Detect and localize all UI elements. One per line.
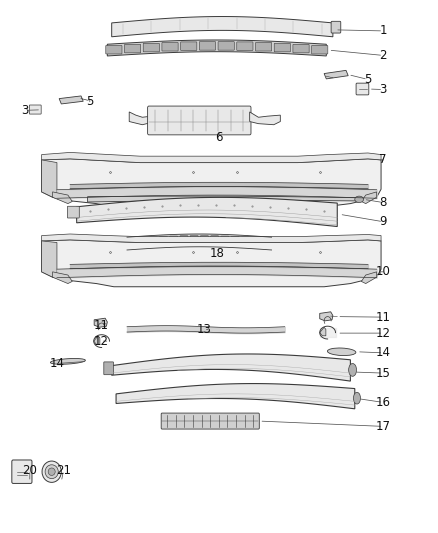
FancyBboxPatch shape: [262, 238, 270, 248]
FancyBboxPatch shape: [180, 42, 197, 51]
Text: 11: 11: [376, 311, 391, 324]
Text: 17: 17: [376, 420, 391, 433]
Text: 18: 18: [209, 247, 224, 260]
FancyBboxPatch shape: [149, 237, 157, 247]
FancyBboxPatch shape: [67, 206, 79, 218]
Text: 21: 21: [56, 464, 71, 477]
Polygon shape: [42, 240, 381, 287]
FancyBboxPatch shape: [162, 43, 178, 51]
Text: 6: 6: [215, 131, 223, 144]
Text: 9: 9: [379, 215, 387, 228]
FancyBboxPatch shape: [255, 43, 272, 51]
Polygon shape: [77, 197, 337, 227]
FancyBboxPatch shape: [180, 236, 188, 245]
Text: 13: 13: [196, 323, 211, 336]
FancyBboxPatch shape: [311, 45, 328, 54]
FancyBboxPatch shape: [274, 43, 290, 52]
Polygon shape: [250, 112, 280, 125]
Polygon shape: [112, 17, 333, 37]
Text: 8: 8: [380, 196, 387, 209]
Ellipse shape: [353, 392, 360, 404]
Text: 3: 3: [21, 104, 28, 117]
Text: 20: 20: [22, 464, 37, 477]
Polygon shape: [129, 112, 151, 125]
FancyBboxPatch shape: [159, 237, 167, 246]
Text: 7: 7: [379, 154, 387, 166]
FancyBboxPatch shape: [221, 236, 229, 246]
Text: 12: 12: [93, 335, 108, 348]
Ellipse shape: [349, 364, 357, 376]
Ellipse shape: [50, 359, 85, 364]
Polygon shape: [116, 384, 355, 409]
FancyBboxPatch shape: [218, 42, 234, 50]
FancyBboxPatch shape: [124, 44, 141, 53]
Text: 14: 14: [376, 346, 391, 359]
Polygon shape: [94, 318, 107, 327]
Polygon shape: [42, 159, 381, 207]
Polygon shape: [42, 160, 57, 197]
FancyBboxPatch shape: [356, 83, 369, 95]
Text: 5: 5: [364, 73, 371, 86]
FancyBboxPatch shape: [139, 238, 147, 247]
Text: 5: 5: [86, 95, 93, 108]
Polygon shape: [112, 354, 350, 381]
FancyBboxPatch shape: [170, 236, 178, 246]
FancyBboxPatch shape: [293, 44, 309, 53]
FancyBboxPatch shape: [143, 43, 159, 52]
FancyBboxPatch shape: [106, 45, 122, 54]
Ellipse shape: [48, 468, 55, 475]
FancyBboxPatch shape: [237, 42, 253, 51]
FancyBboxPatch shape: [231, 237, 239, 246]
FancyBboxPatch shape: [104, 362, 113, 375]
Polygon shape: [107, 40, 326, 56]
Polygon shape: [53, 272, 72, 284]
Polygon shape: [320, 312, 333, 321]
FancyBboxPatch shape: [211, 236, 219, 245]
FancyBboxPatch shape: [190, 236, 198, 245]
Polygon shape: [42, 152, 381, 163]
Polygon shape: [320, 327, 326, 336]
Ellipse shape: [42, 461, 61, 482]
FancyBboxPatch shape: [201, 236, 208, 245]
Text: 1: 1: [379, 25, 387, 37]
Text: 11: 11: [93, 319, 108, 332]
FancyBboxPatch shape: [331, 21, 341, 33]
FancyBboxPatch shape: [199, 42, 215, 50]
Text: 16: 16: [376, 396, 391, 409]
Text: 2: 2: [379, 49, 387, 62]
Text: 15: 15: [376, 367, 391, 379]
FancyBboxPatch shape: [148, 106, 251, 135]
Polygon shape: [42, 241, 57, 277]
Polygon shape: [361, 192, 377, 204]
FancyBboxPatch shape: [241, 237, 249, 247]
Text: 12: 12: [376, 327, 391, 340]
Polygon shape: [59, 96, 83, 104]
Ellipse shape: [355, 196, 364, 203]
Ellipse shape: [328, 348, 356, 356]
FancyBboxPatch shape: [29, 105, 41, 114]
FancyBboxPatch shape: [251, 238, 259, 247]
Polygon shape: [94, 336, 100, 344]
Polygon shape: [324, 70, 348, 79]
Polygon shape: [88, 196, 359, 202]
Text: 14: 14: [49, 357, 64, 370]
FancyBboxPatch shape: [129, 238, 137, 248]
FancyBboxPatch shape: [161, 413, 259, 429]
Ellipse shape: [45, 465, 58, 479]
Text: 3: 3: [380, 83, 387, 96]
Text: 10: 10: [376, 265, 391, 278]
Polygon shape: [53, 192, 72, 204]
Polygon shape: [42, 234, 381, 243]
Polygon shape: [361, 272, 377, 284]
FancyBboxPatch shape: [12, 460, 32, 483]
